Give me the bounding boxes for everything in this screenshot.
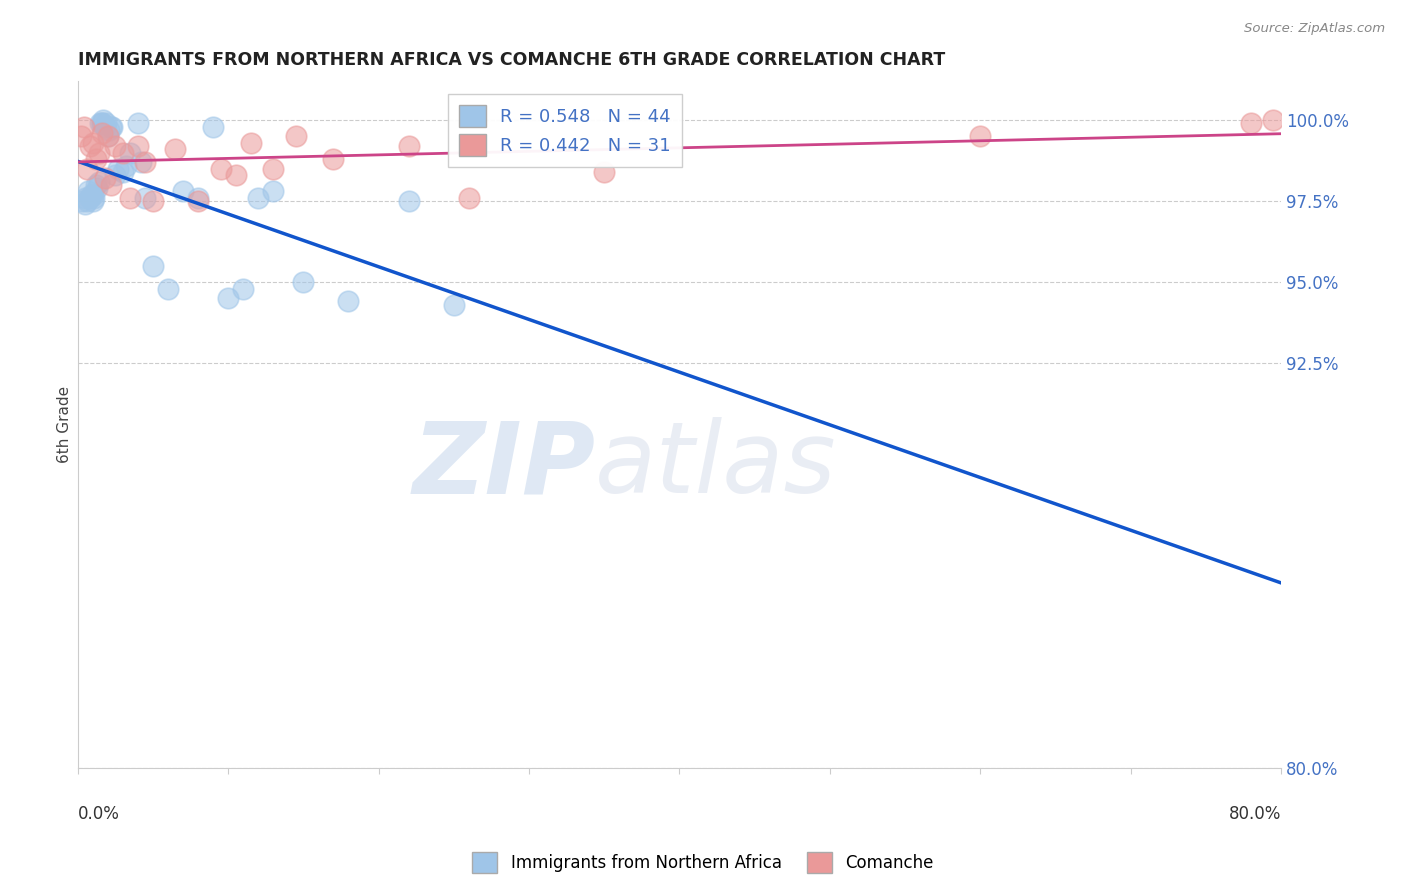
Point bbox=[84, 152, 107, 166]
Point bbox=[134, 155, 156, 169]
Text: 80.0%: 80.0% bbox=[1229, 805, 1281, 823]
Point bbox=[292, 275, 315, 289]
Point bbox=[337, 294, 360, 309]
Point bbox=[96, 116, 118, 130]
Point bbox=[70, 194, 93, 208]
Point bbox=[111, 165, 134, 179]
Point bbox=[90, 126, 112, 140]
Point bbox=[100, 120, 122, 134]
Point bbox=[97, 129, 120, 144]
Point bbox=[217, 291, 239, 305]
Point bbox=[86, 181, 108, 195]
Point bbox=[443, 298, 465, 312]
Point bbox=[120, 191, 142, 205]
Point bbox=[75, 197, 97, 211]
Point bbox=[82, 187, 104, 202]
Text: atlas: atlas bbox=[595, 417, 837, 514]
Point bbox=[593, 165, 616, 179]
Point bbox=[398, 139, 420, 153]
Point bbox=[104, 168, 127, 182]
Point bbox=[82, 194, 104, 208]
Point bbox=[142, 194, 165, 208]
Point bbox=[247, 191, 270, 205]
Point bbox=[84, 178, 107, 192]
Point bbox=[1263, 113, 1285, 128]
Point bbox=[94, 120, 117, 134]
Point bbox=[262, 185, 284, 199]
Text: 0.0%: 0.0% bbox=[77, 805, 120, 823]
Point bbox=[134, 191, 156, 205]
Point bbox=[90, 116, 112, 130]
Point bbox=[187, 194, 209, 208]
Text: IMMIGRANTS FROM NORTHERN AFRICA VS COMANCHE 6TH GRADE CORRELATION CHART: IMMIGRANTS FROM NORTHERN AFRICA VS COMAN… bbox=[77, 51, 945, 69]
Point bbox=[101, 120, 124, 134]
Legend: Immigrants from Northern Africa, Comanche: Immigrants from Northern Africa, Comanch… bbox=[465, 846, 941, 880]
Point bbox=[90, 116, 112, 130]
Point bbox=[457, 191, 479, 205]
Point bbox=[80, 187, 103, 202]
Point bbox=[73, 120, 96, 134]
Text: Source: ZipAtlas.com: Source: ZipAtlas.com bbox=[1244, 22, 1385, 36]
Point bbox=[127, 116, 149, 130]
Point bbox=[239, 136, 262, 150]
Point bbox=[969, 129, 991, 144]
Point bbox=[202, 120, 225, 134]
Point bbox=[76, 194, 98, 208]
Point bbox=[77, 185, 100, 199]
Point bbox=[111, 145, 134, 160]
Point bbox=[91, 113, 114, 128]
Point bbox=[100, 178, 122, 192]
Point bbox=[142, 259, 165, 273]
Y-axis label: 6th Grade: 6th Grade bbox=[58, 386, 72, 463]
Point bbox=[104, 139, 127, 153]
Point bbox=[225, 168, 247, 182]
Point bbox=[79, 139, 101, 153]
Point bbox=[87, 175, 110, 189]
Point bbox=[98, 123, 121, 137]
Text: ZIP: ZIP bbox=[412, 417, 595, 514]
Point bbox=[209, 161, 232, 176]
Point bbox=[83, 191, 105, 205]
Legend: R = 0.548   N = 44, R = 0.442   N = 31: R = 0.548 N = 44, R = 0.442 N = 31 bbox=[447, 94, 682, 167]
Point bbox=[322, 152, 344, 166]
Point bbox=[75, 191, 97, 205]
Point bbox=[69, 129, 91, 144]
Point bbox=[284, 129, 307, 144]
Point bbox=[79, 191, 101, 205]
Point bbox=[89, 116, 111, 130]
Point bbox=[398, 194, 420, 208]
Point bbox=[107, 161, 129, 176]
Point bbox=[82, 136, 104, 150]
Point bbox=[115, 159, 138, 173]
Point bbox=[76, 161, 98, 176]
Point bbox=[127, 139, 149, 153]
Point bbox=[156, 281, 179, 295]
Point bbox=[187, 191, 209, 205]
Point bbox=[1240, 116, 1263, 130]
Point bbox=[129, 155, 152, 169]
Point bbox=[87, 145, 110, 160]
Point bbox=[94, 171, 117, 186]
Point bbox=[262, 161, 284, 176]
Point bbox=[165, 142, 187, 156]
Point bbox=[97, 129, 120, 144]
Point bbox=[120, 145, 142, 160]
Point bbox=[232, 281, 254, 295]
Point bbox=[172, 185, 194, 199]
